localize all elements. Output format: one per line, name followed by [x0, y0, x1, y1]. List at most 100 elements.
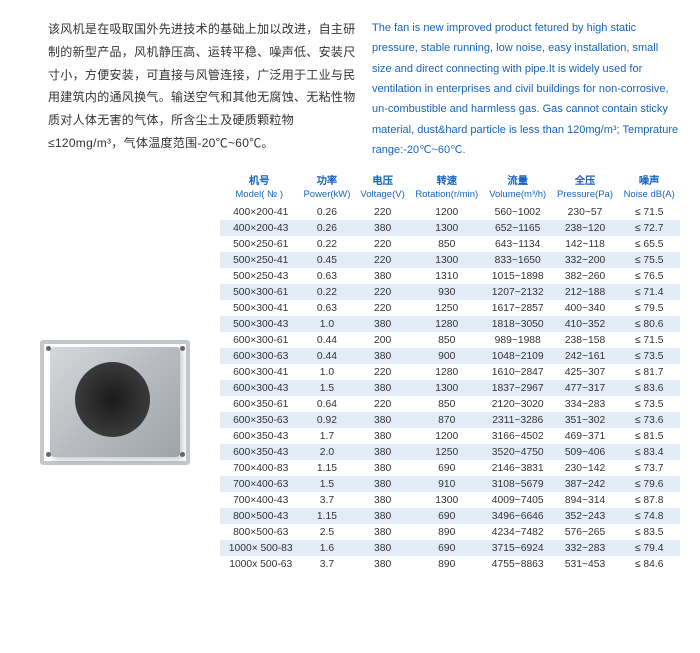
table-cell: 380: [355, 220, 409, 236]
table-cell: 1.0: [298, 364, 355, 380]
col-header: 功率Power(kW): [298, 172, 355, 204]
table-cell: 1280: [410, 364, 484, 380]
table-cell: 380: [355, 492, 409, 508]
table-cell: 890: [410, 524, 484, 540]
table-cell: 477~317: [552, 380, 619, 396]
table-cell: 220: [355, 284, 409, 300]
table-cell: 1200: [410, 204, 484, 220]
table-cell: 600×350-61: [220, 396, 298, 412]
table-cell: 0.63: [298, 300, 355, 316]
table-cell: ≤ 75.5: [618, 252, 680, 268]
table-cell: 600×300-43: [220, 380, 298, 396]
table-cell: 142~118: [552, 236, 619, 252]
col-header-en: Rotation(r/min): [413, 189, 481, 201]
table-cell: ≤ 83.6: [618, 380, 680, 396]
table-cell: 833~1650: [484, 252, 552, 268]
table-cell: 352~243: [552, 508, 619, 524]
table-cell: 0.44: [298, 348, 355, 364]
table-cell: ≤ 79.4: [618, 540, 680, 556]
table-cell: 1250: [410, 444, 484, 460]
table-cell: ≤ 80.6: [618, 316, 680, 332]
table-cell: 4755~8863: [484, 556, 552, 572]
table-cell: ≤ 79.5: [618, 300, 680, 316]
table-cell: 600×300-61: [220, 332, 298, 348]
table-cell: 1.15: [298, 460, 355, 476]
table-cell: 220: [355, 204, 409, 220]
table-cell: 200: [355, 332, 409, 348]
table-cell: 1300: [410, 252, 484, 268]
col-header: 流量Volume(m³/h): [484, 172, 552, 204]
table-row: 1000x 500-633.73808904755~8863531~453≤ 8…: [220, 556, 680, 572]
table-cell: 220: [355, 252, 409, 268]
col-header: 全压Pressure(Pa): [552, 172, 619, 204]
table-row: 600×300-431.538013001837~2967477~317≤ 83…: [220, 380, 680, 396]
table-cell: 500×250-61: [220, 236, 298, 252]
table-cell: 380: [355, 556, 409, 572]
table-cell: 500×300-61: [220, 284, 298, 300]
table-cell: 380: [355, 268, 409, 284]
spec-table: 机号Model( № )功率Power(kW)电压Voltage(V)转速Rot…: [220, 172, 680, 572]
table-cell: 989~1988: [484, 332, 552, 348]
table-cell: ≤ 73.6: [618, 412, 680, 428]
table-cell: 4234~7482: [484, 524, 552, 540]
table-cell: ≤ 73.5: [618, 396, 680, 412]
table-cell: 500×250-41: [220, 252, 298, 268]
table-cell: 1300: [410, 220, 484, 236]
table-cell: 509~406: [552, 444, 619, 460]
table-cell: 1.15: [298, 508, 355, 524]
table-cell: 690: [410, 540, 484, 556]
product-image-column: [20, 172, 220, 572]
table-cell: 500×300-43: [220, 316, 298, 332]
table-cell: 0.45: [298, 252, 355, 268]
table-cell: ≤ 71.5: [618, 332, 680, 348]
table-row: 500×300-610.222209301207~2132212~188≤ 71…: [220, 284, 680, 300]
table-cell: 1818~3050: [484, 316, 552, 332]
table-cell: 0.22: [298, 284, 355, 300]
table-cell: 351~302: [552, 412, 619, 428]
table-cell: 332~283: [552, 540, 619, 556]
table-cell: ≤ 83.4: [618, 444, 680, 460]
table-cell: ≤ 72.7: [618, 220, 680, 236]
table-cell: 380: [355, 412, 409, 428]
col-header-cn: 功率: [317, 176, 338, 187]
table-header-row: 机号Model( № )功率Power(kW)电压Voltage(V)转速Rot…: [220, 172, 680, 204]
table-cell: 220: [355, 300, 409, 316]
table-cell: 930: [410, 284, 484, 300]
col-header-cn: 噪声: [639, 176, 660, 187]
table-cell: 700×400-63: [220, 476, 298, 492]
table-cell: 380: [355, 508, 409, 524]
table-row: 500×250-610.22220850643~1134142~118≤ 65.…: [220, 236, 680, 252]
table-cell: 1048~2109: [484, 348, 552, 364]
table-cell: 2146~3831: [484, 460, 552, 476]
table-cell: 500×250-43: [220, 268, 298, 284]
table-cell: ≤ 73.7: [618, 460, 680, 476]
table-cell: 0.26: [298, 204, 355, 220]
table-cell: 3108~5679: [484, 476, 552, 492]
table-cell: ≤ 71.4: [618, 284, 680, 300]
table-cell: 425~307: [552, 364, 619, 380]
table-cell: 242~161: [552, 348, 619, 364]
table-row: 600×300-610.44200850989~1988238~158≤ 71.…: [220, 332, 680, 348]
table-cell: 387~242: [552, 476, 619, 492]
table-cell: 1.5: [298, 380, 355, 396]
table-cell: 0.22: [298, 236, 355, 252]
fan-product-image: [40, 332, 200, 472]
col-header: 机号Model( № ): [220, 172, 298, 204]
table-cell: 0.44: [298, 332, 355, 348]
table-cell: 1.0: [298, 316, 355, 332]
table-cell: 230~57: [552, 204, 619, 220]
table-row: 600×300-630.443809001048~2109242~161≤ 73…: [220, 348, 680, 364]
table-row: 800×500-632.53808904234~7482576~265≤ 83.…: [220, 524, 680, 540]
content-area: 机号Model( № )功率Power(kW)电压Voltage(V)转速Rot…: [0, 172, 700, 572]
table-cell: 1610~2847: [484, 364, 552, 380]
table-cell: 600×300-63: [220, 348, 298, 364]
table-cell: ≤ 87.8: [618, 492, 680, 508]
table-row: 600×350-630.923808702311~3286351~302≤ 73…: [220, 412, 680, 428]
table-row: 700×400-831.153806902146~3831230~142≤ 73…: [220, 460, 680, 476]
table-cell: 894~314: [552, 492, 619, 508]
table-cell: 3715~6924: [484, 540, 552, 556]
table-row: 500×300-431.038012801818~3050410~352≤ 80…: [220, 316, 680, 332]
spec-table-column: 机号Model( № )功率Power(kW)电压Voltage(V)转速Rot…: [220, 172, 680, 572]
col-header-cn: 转速: [436, 176, 457, 187]
col-header-en: Model( № ): [223, 189, 295, 201]
